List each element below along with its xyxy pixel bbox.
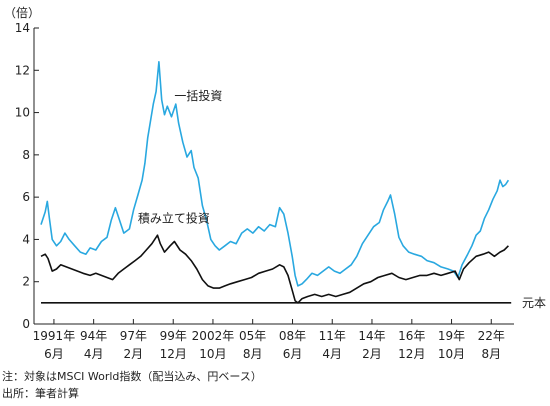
y-tick-label: 12 xyxy=(15,63,30,77)
x-axis: 1991年 6月 94年 4月 97年 2月 99年 12月 2002年 10月 05年 8月 08年 6… xyxy=(33,319,514,361)
annotation-installment: 積み立て投資 xyxy=(138,211,210,226)
x-tick-label-month: 6月 xyxy=(283,347,303,361)
y-tick-label: 4 xyxy=(22,232,30,246)
x-tick-label-year: 08年 xyxy=(279,329,306,343)
y-tick-label: 8 xyxy=(22,148,30,162)
x-tick-label-year: 05年 xyxy=(239,329,266,343)
x-tick-label-month: 12月 xyxy=(160,347,187,361)
y-tick-label: 10 xyxy=(15,106,30,120)
footnote-note: 注：対象はMSCI World指数（配当込み、円ベース） xyxy=(2,370,262,383)
y-axis: 0 2 4 6 8 10 12 14 xyxy=(15,21,39,331)
x-tick-label-year: 22年 xyxy=(478,329,505,343)
x-tick-label-year: 99年 xyxy=(160,329,187,343)
principal-label: 元本 xyxy=(522,296,546,310)
x-tick-label-month: 12月 xyxy=(398,347,425,361)
x-tick-label-month: 6月 xyxy=(44,347,64,361)
x-tick-label-year: 11年 xyxy=(319,329,346,343)
x-tick-label-month: 4月 xyxy=(322,347,342,361)
annotation-lump-sum: 一括投資 xyxy=(174,88,222,103)
x-tick-label-year: 2002年 xyxy=(192,329,235,343)
series-line-installment xyxy=(40,234,509,304)
principal-reference: 元本 xyxy=(41,296,546,310)
x-tick-label-year: 97年 xyxy=(120,329,147,343)
x-tick-label-month: 8月 xyxy=(481,347,501,361)
x-tick-label-year: 16年 xyxy=(398,329,425,343)
x-tick-label-year: 19年 xyxy=(438,329,465,343)
y-tick-label: 14 xyxy=(15,21,30,35)
x-tick-label-year: 94年 xyxy=(80,329,107,343)
x-tick-label-month: 2月 xyxy=(362,347,382,361)
footnote-source: 出所：筆者計算 xyxy=(2,387,79,400)
x-tick-label-month: 2月 xyxy=(124,347,144,361)
x-tick-label-year: 1991年 xyxy=(33,329,76,343)
series-lines xyxy=(40,61,510,304)
x-tick-label-year: 14年 xyxy=(358,329,385,343)
y-tick-label: 6 xyxy=(22,190,30,204)
y-tick-label: 2 xyxy=(22,275,30,289)
y-tick-label: 0 xyxy=(22,317,30,331)
y-axis-unit-label: （倍） xyxy=(4,5,40,20)
x-tick-label-month: 4月 xyxy=(84,347,104,361)
series-line-lump-sum xyxy=(40,61,510,287)
x-tick-label-month: 10月 xyxy=(438,347,465,361)
x-tick-label-month: 10月 xyxy=(199,347,226,361)
x-tick-label-month: 8月 xyxy=(243,347,263,361)
